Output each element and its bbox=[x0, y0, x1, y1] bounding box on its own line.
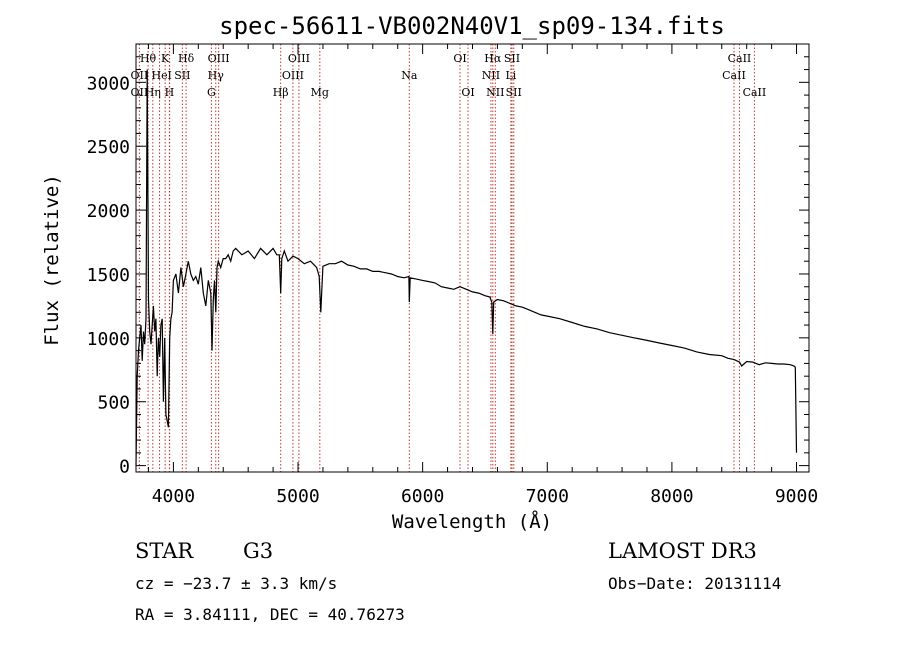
marker-label: OIII bbox=[288, 52, 310, 65]
survey-name: LAMOST DR3 bbox=[608, 539, 757, 563]
marker-label: OIII bbox=[282, 69, 304, 82]
x-tick-label: 7000 bbox=[526, 486, 569, 507]
marker-label: Na bbox=[401, 69, 418, 82]
y-tick-label: 1500 bbox=[87, 265, 130, 286]
marker-label: Hθ bbox=[140, 52, 157, 65]
marker-label: SII bbox=[506, 86, 522, 99]
y-axis-label: Flux (relative) bbox=[41, 174, 63, 346]
object-subclass: G3 bbox=[243, 539, 273, 563]
marker-label: H bbox=[165, 86, 175, 99]
marker-label: CaII bbox=[728, 52, 752, 65]
marker-label: CaII bbox=[722, 69, 746, 82]
x-tick-label: 8000 bbox=[650, 486, 693, 507]
spectrum-line bbox=[135, 69, 798, 466]
y-axis-ticks: 0 500 1000 1500 2000 2500 3000 bbox=[87, 56, 809, 478]
plot-frame bbox=[135, 43, 810, 473]
line-markers bbox=[138, 44, 755, 472]
marker-label: G bbox=[207, 86, 216, 99]
y-tick-label: 1000 bbox=[87, 329, 130, 350]
marker-label: Hβ bbox=[273, 86, 289, 99]
marker-label: CaII bbox=[743, 86, 767, 99]
redshift-cz: cz = −23.7 ± 3.3 km/s bbox=[135, 574, 337, 593]
marker-label: NII bbox=[486, 86, 504, 99]
marker-label: NII bbox=[482, 69, 500, 82]
marker-label: Hγ bbox=[208, 69, 225, 82]
marker-label: He bbox=[152, 69, 168, 82]
marker-label: K bbox=[161, 52, 170, 65]
object-class: STAR bbox=[135, 539, 194, 563]
y-tick-label: 2500 bbox=[87, 137, 130, 158]
marker-label: Hδ bbox=[178, 52, 195, 65]
marker-label: SII bbox=[504, 52, 520, 65]
marker-label: Hη bbox=[145, 86, 161, 99]
marker-label: Li bbox=[505, 69, 516, 82]
coordinates: RA = 3.84111, DEC = 40.76273 bbox=[135, 605, 405, 624]
obs-date: Obs−Date: 20131114 bbox=[608, 574, 781, 593]
x-tick-label: 4000 bbox=[152, 486, 195, 507]
y-tick-label: 3000 bbox=[87, 73, 130, 94]
marker-label: I bbox=[167, 69, 171, 82]
chart-title: spec-56611-VB002N40V1_sp09-134.fits bbox=[219, 12, 725, 40]
marker-label: SII bbox=[174, 69, 190, 82]
marker-label: Hα bbox=[484, 52, 502, 65]
marker-label: OII bbox=[131, 86, 149, 99]
marker-label: OII bbox=[131, 69, 149, 82]
marker-label: Mg bbox=[311, 86, 329, 99]
x-axis-label: Wavelength (Å) bbox=[392, 510, 552, 533]
y-tick-label: 0 bbox=[119, 457, 130, 478]
x-axis-ticks: 4000 5000 6000 7000 8000 9000 bbox=[147, 44, 818, 507]
x-tick-label: 6000 bbox=[401, 486, 444, 507]
marker-label: OI bbox=[453, 52, 466, 65]
x-tick-label: 5000 bbox=[276, 486, 319, 507]
y-tick-label: 2000 bbox=[87, 201, 130, 222]
marker-label: OIII bbox=[208, 52, 230, 65]
y-tick-label: 500 bbox=[97, 393, 130, 414]
marker-label: OI bbox=[461, 86, 474, 99]
x-tick-label: 9000 bbox=[775, 486, 818, 507]
